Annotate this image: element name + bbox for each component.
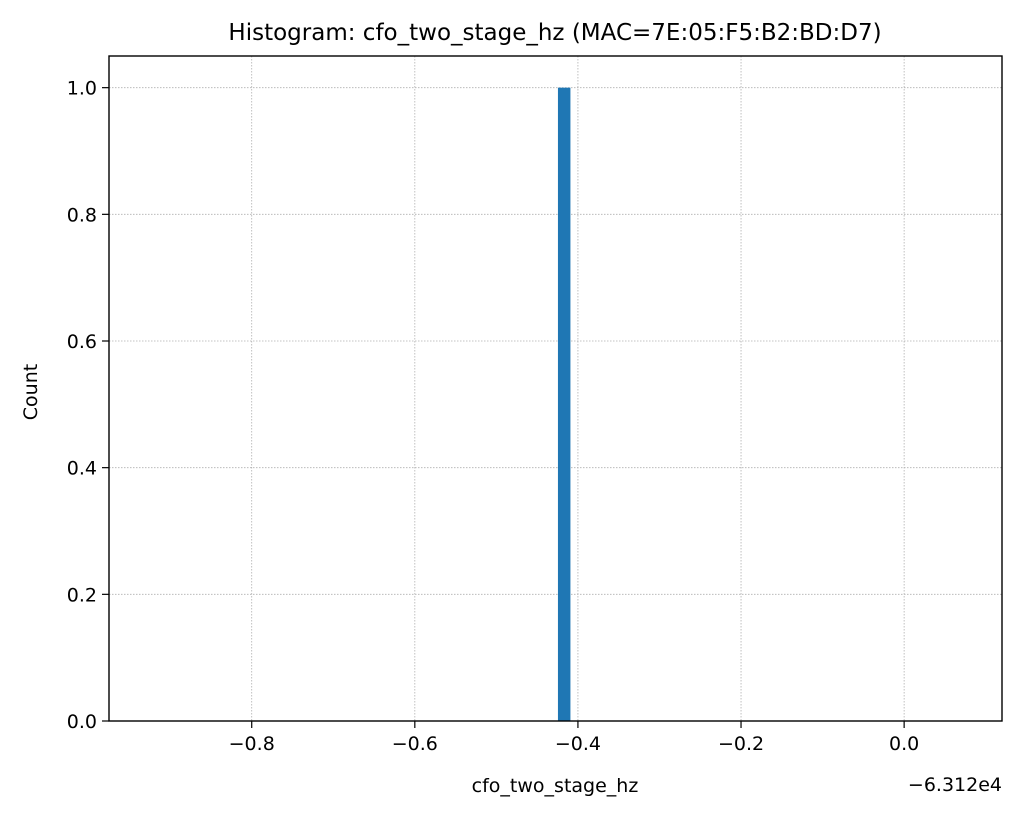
y-tick-label: 0.0 — [67, 711, 97, 733]
x-tick-label: −0.8 — [229, 733, 275, 755]
y-axis-label: Count — [20, 364, 42, 420]
x-tick-label: −0.4 — [555, 733, 601, 755]
y-tick-label: 0.6 — [67, 331, 97, 353]
x-axis-label: cfo_two_stage_hz — [472, 775, 639, 797]
y-tick-label: 0.2 — [67, 584, 97, 606]
histogram-bar — [557, 87, 571, 721]
y-tick-label: 1.0 — [67, 78, 97, 100]
grid-lines — [109, 56, 1002, 722]
plot-frame — [108, 55, 1003, 722]
y-axis: 0.0 0.2 0.4 0.6 0.8 1.0 — [67, 78, 109, 733]
histogram-bars — [557, 87, 571, 721]
y-tick-label: 0.4 — [67, 458, 97, 480]
x-axis: −0.8 −0.6 −0.4 −0.2 0.0 — [229, 721, 919, 755]
y-tick-label: 0.8 — [67, 204, 97, 226]
x-tick-label: 0.0 — [889, 733, 919, 755]
x-axis-offset-label: −6.312e4 — [908, 774, 1002, 796]
chart-title: Histogram: cfo_two_stage_hz (MAC=7E:05:F… — [228, 20, 881, 46]
x-tick-label: −0.2 — [718, 733, 764, 755]
x-tick-label: −0.6 — [392, 733, 438, 755]
